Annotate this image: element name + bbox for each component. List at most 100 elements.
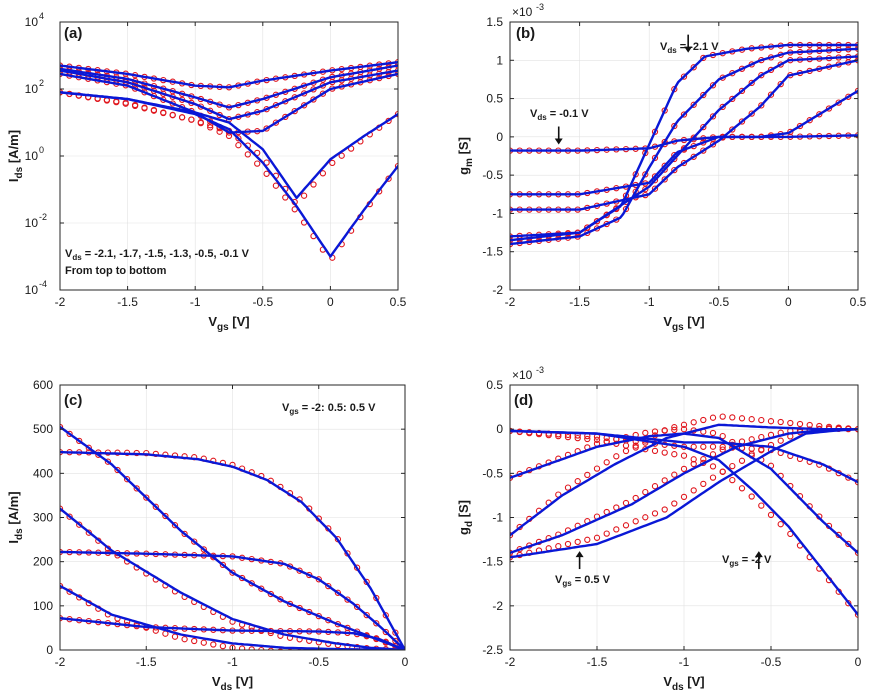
measured-point	[188, 116, 195, 123]
measured-point	[661, 506, 668, 513]
measured-point	[719, 432, 726, 440]
y-tick-label: 10	[25, 216, 39, 230]
y-tick-label: -0.5	[482, 466, 503, 480]
y-tick-label: 0	[496, 130, 503, 144]
annotation: Vgs = 0.5 V	[555, 574, 611, 588]
measured-point	[344, 596, 351, 603]
measured-point	[632, 518, 639, 525]
measured-point	[76, 521, 83, 528]
annotation-arrow	[684, 34, 693, 53]
measured-point	[767, 418, 775, 425]
measured-point	[680, 159, 688, 167]
measured-point	[796, 122, 804, 130]
scale-note-exponent: -3	[536, 2, 544, 12]
measured-point	[152, 503, 159, 510]
measured-point	[777, 80, 784, 88]
measured-point	[282, 113, 289, 121]
x-tick-label: -2	[505, 655, 516, 669]
measured-point	[738, 118, 746, 125]
measured-point	[622, 447, 630, 455]
measured-point	[642, 429, 649, 437]
y-axis-label: Ids [A/m]	[6, 130, 25, 182]
measured-point	[272, 182, 280, 189]
measured-point	[796, 420, 804, 428]
measured-point	[748, 79, 755, 87]
measured-point	[767, 66, 775, 74]
measured-point	[277, 648, 284, 650]
measured-point	[671, 471, 678, 478]
model-line-5	[60, 617, 405, 650]
measured-point	[235, 142, 242, 149]
measured-point	[510, 532, 514, 539]
model-line-3	[510, 59, 858, 211]
measured-point	[845, 540, 852, 548]
measured-point	[171, 522, 179, 529]
measured-point	[719, 443, 726, 451]
panel-label: (a)	[64, 25, 82, 42]
y-tick-label: 400	[33, 466, 53, 480]
measured-point	[700, 54, 707, 62]
measured-point	[738, 457, 746, 464]
measured-point	[729, 95, 736, 103]
y-tick-label: 0.5	[486, 92, 503, 106]
measured-point	[642, 514, 649, 521]
y-tick-label: -2	[492, 599, 503, 613]
plot-area	[510, 41, 858, 248]
measured-point	[709, 414, 717, 421]
measured-point	[300, 192, 308, 199]
measured-point	[700, 123, 707, 131]
annotation-arrow	[554, 126, 563, 145]
model-line-1	[60, 64, 398, 109]
measured-point	[758, 447, 765, 454]
measured-point	[282, 194, 289, 201]
measured-point	[680, 493, 688, 501]
measured-point	[363, 611, 370, 619]
annotation: From top to bottom	[65, 265, 167, 277]
x-tick-label: -1.5	[117, 295, 138, 309]
model-line-2	[510, 55, 858, 238]
measured-point	[76, 437, 83, 445]
panel-label: (c)	[64, 392, 82, 409]
measured-point	[651, 428, 659, 435]
measured-point	[671, 166, 678, 174]
measured-point	[244, 151, 251, 158]
measured-point	[738, 87, 746, 95]
measured-point	[787, 419, 794, 427]
measured-point	[555, 543, 562, 550]
measured-point	[651, 185, 659, 192]
measured-point	[210, 641, 217, 648]
model-line-0	[60, 450, 405, 650]
measured-point	[593, 465, 601, 472]
measured-point	[825, 105, 833, 112]
measured-point	[709, 429, 717, 437]
measured-point	[300, 102, 308, 109]
measured-point	[564, 433, 572, 441]
measured-point	[310, 96, 317, 103]
measured-point	[338, 152, 345, 159]
measured-point	[661, 477, 668, 484]
measured-point	[651, 447, 659, 455]
measured-point	[758, 416, 765, 424]
measured-series-5	[510, 425, 858, 561]
measured-point	[310, 181, 317, 188]
panel-d: -2 -1.5 -1 -0.5 0-2.5-2-1.5-1-0.500.5×10 -3Vd…	[456, 365, 862, 693]
measured-point	[319, 170, 327, 177]
measured-point	[66, 513, 73, 520]
measured-point	[651, 510, 659, 517]
measured-point	[671, 451, 678, 458]
arrow-head	[684, 46, 693, 53]
measured-point	[642, 186, 649, 193]
x-tick-label: 0.5	[850, 295, 867, 309]
x-tick-label: -2	[505, 295, 516, 309]
measured-point	[392, 647, 399, 650]
measured-point	[748, 436, 755, 443]
measured-point	[700, 91, 707, 99]
annotation: Vds = -0.1 V	[530, 108, 589, 122]
axes-frame	[509, 21, 859, 291]
y-tick-label: 1	[496, 53, 503, 67]
measured-point	[651, 154, 659, 162]
measured-point	[143, 494, 150, 501]
measured-point	[854, 87, 858, 95]
measured-point	[748, 416, 755, 423]
